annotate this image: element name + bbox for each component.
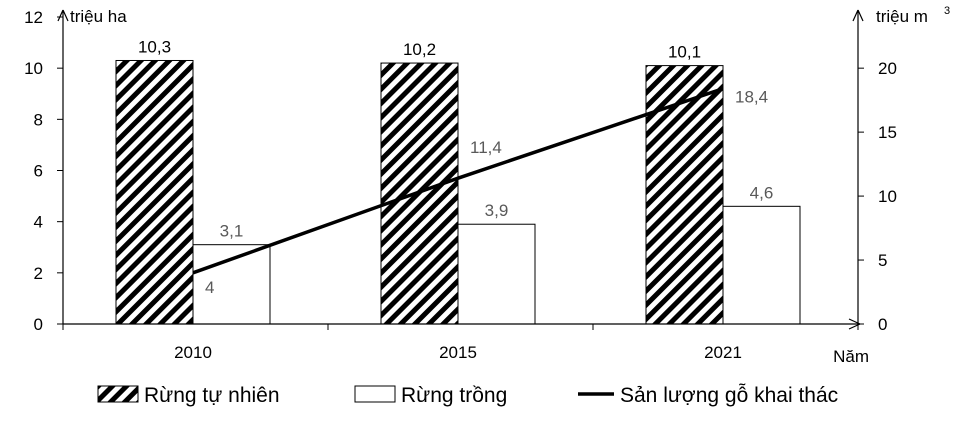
bar-value-label: 3,1	[220, 222, 244, 241]
bars-group	[115, 59, 801, 325]
legend-label: Rừng tự nhiên	[144, 384, 280, 407]
axes-group: 0 2 4 6 8 10 12 0 5 10 15 20 2010 2015 2021 triệu ha tri…	[24, 5, 950, 366]
left-tick-label: 6	[34, 162, 43, 181]
right-tick-label: 20	[878, 59, 897, 78]
left-tick-label: 12	[24, 8, 43, 27]
bar-value-label: 10,3	[138, 37, 171, 56]
bar-value-label: 3,9	[485, 201, 509, 220]
left-tick-label: 2	[34, 264, 43, 283]
bar-value-label: 10,2	[403, 40, 436, 59]
right-tick-label: 0	[878, 315, 887, 334]
legend-swatch	[97, 385, 139, 403]
bar	[115, 59, 194, 325]
bar-value-label: 10,1	[668, 43, 701, 62]
x-tick-label: 2021	[704, 343, 742, 362]
legend-swatch	[354, 385, 396, 403]
bar	[457, 223, 536, 325]
bar	[645, 65, 724, 325]
x-tick-label: 2015	[439, 343, 477, 362]
legend-label: Sản lượng gỗ khai thác	[620, 384, 838, 407]
left-tick-label: 10	[24, 59, 43, 78]
line-value-label: 4	[205, 278, 214, 297]
left-tick-label: 8	[34, 110, 43, 129]
left-axis-title: triệu ha	[70, 7, 127, 26]
right-tick-label: 5	[878, 251, 887, 270]
legend-label: Rừng trồng	[401, 384, 507, 407]
x-tick-label: 2010	[174, 343, 212, 362]
line-series	[192, 86, 724, 275]
right-tick-label: 15	[878, 123, 897, 142]
right-axis-title-superscript: 3	[944, 5, 950, 17]
right-axis-title: triệu m	[876, 7, 928, 26]
bar-value-label: 4,6	[750, 183, 774, 202]
left-axis-arrow	[57, 9, 69, 22]
x-axis-title: Năm	[833, 347, 869, 366]
left-tick-label: 4	[34, 213, 43, 232]
legend: Rừng tự nhiên Rừng trồng Sản lượng gỗ khai…	[97, 384, 838, 407]
data-labels-group: 10,3 10,2 10,1 3,1 3,9 4,6 4 11,4 18,4	[138, 37, 773, 296]
right-tick-label: 10	[878, 187, 897, 206]
line-value-label: 18,4	[735, 88, 768, 107]
bar	[722, 205, 801, 325]
right-axis-arrow	[852, 9, 864, 22]
left-tick-label: 0	[34, 315, 43, 334]
line-series-group	[192, 86, 724, 275]
line-value-label: 11,4	[470, 138, 502, 157]
